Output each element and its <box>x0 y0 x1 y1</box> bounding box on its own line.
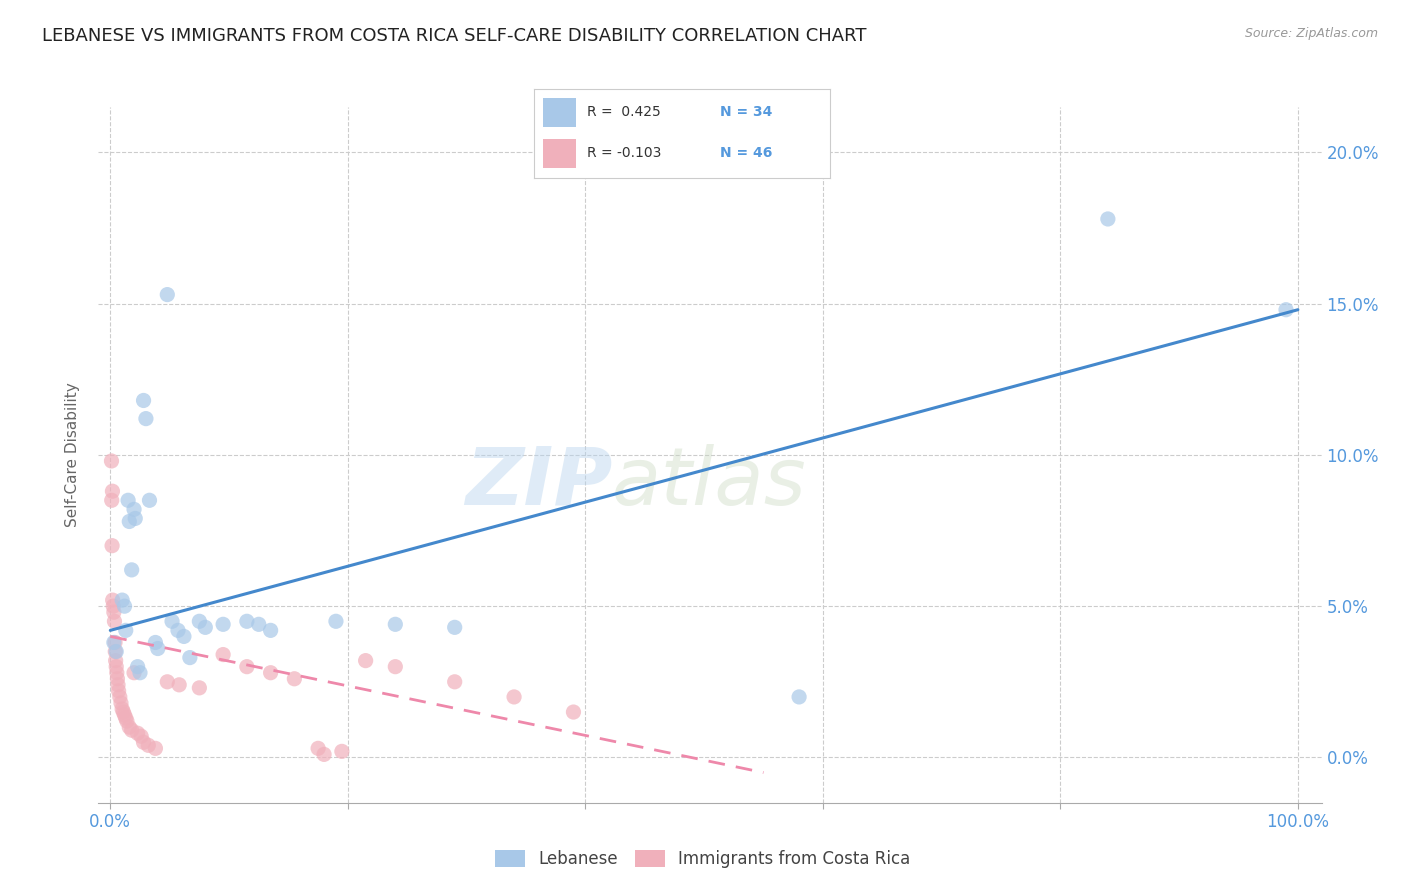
Point <box>101 484 124 499</box>
Point <box>330 744 353 758</box>
Point <box>236 659 259 673</box>
Point <box>160 615 183 629</box>
Point <box>236 615 259 629</box>
Text: atlas: atlas <box>612 443 807 522</box>
Point <box>443 620 465 634</box>
Point <box>100 454 122 468</box>
Point <box>384 659 406 673</box>
Point <box>101 539 124 553</box>
Point <box>129 665 152 680</box>
Point <box>104 644 127 658</box>
Point <box>124 511 146 525</box>
Point <box>1097 211 1119 226</box>
Point <box>103 615 125 629</box>
Point <box>156 674 179 689</box>
Point <box>101 593 124 607</box>
Point <box>354 654 377 668</box>
Point <box>108 690 131 704</box>
Point <box>787 690 810 704</box>
Point <box>112 705 135 719</box>
Point <box>562 705 585 719</box>
Point <box>503 690 526 704</box>
Bar <box>543 139 575 168</box>
Text: N = 46: N = 46 <box>720 146 773 161</box>
Point <box>104 654 127 668</box>
Point <box>105 665 128 680</box>
Point <box>179 650 201 665</box>
Point <box>114 708 136 723</box>
Point <box>188 681 211 695</box>
Point <box>156 287 179 301</box>
Point <box>384 617 406 632</box>
Point <box>114 599 136 614</box>
Point <box>443 674 465 689</box>
Point <box>118 515 141 529</box>
Point <box>173 629 195 643</box>
Point <box>145 741 167 756</box>
Point <box>212 617 235 632</box>
Text: ZIP: ZIP <box>465 443 612 522</box>
Point <box>110 696 132 710</box>
Point <box>312 747 335 762</box>
Point <box>259 665 281 680</box>
Point <box>107 684 129 698</box>
Point <box>136 739 159 753</box>
Point <box>103 635 125 649</box>
Text: N = 34: N = 34 <box>720 105 773 120</box>
Point <box>107 678 129 692</box>
Point <box>114 624 136 638</box>
Text: LEBANESE VS IMMIGRANTS FROM COSTA RICA SELF-CARE DISABILITY CORRELATION CHART: LEBANESE VS IMMIGRANTS FROM COSTA RICA S… <box>42 27 866 45</box>
Point <box>212 648 235 662</box>
Point <box>100 493 122 508</box>
Point <box>115 714 138 728</box>
Point <box>121 723 143 738</box>
Point <box>118 720 141 734</box>
Point <box>114 711 136 725</box>
Point <box>145 635 167 649</box>
Point <box>122 502 145 516</box>
Point <box>1275 302 1298 317</box>
Point <box>117 493 139 508</box>
Text: R =  0.425: R = 0.425 <box>588 105 661 120</box>
Point <box>283 672 305 686</box>
Point <box>121 563 143 577</box>
Point <box>146 641 169 656</box>
Point <box>105 644 128 658</box>
Legend: Lebanese, Immigrants from Costa Rica: Lebanese, Immigrants from Costa Rica <box>489 843 917 875</box>
Bar <box>543 98 575 127</box>
Point <box>247 617 270 632</box>
Point <box>103 605 125 619</box>
Point <box>135 411 157 425</box>
Text: Source: ZipAtlas.com: Source: ZipAtlas.com <box>1244 27 1378 40</box>
Point <box>132 735 155 749</box>
Point <box>104 635 127 649</box>
Point <box>138 493 160 508</box>
Point <box>107 672 129 686</box>
Point <box>111 702 134 716</box>
Point <box>127 726 149 740</box>
Point <box>259 624 281 638</box>
Point <box>194 620 217 634</box>
Text: R = -0.103: R = -0.103 <box>588 146 662 161</box>
Y-axis label: Self-Care Disability: Self-Care Disability <box>65 383 80 527</box>
Point <box>167 624 190 638</box>
Point <box>111 593 134 607</box>
Point <box>129 729 152 743</box>
Point <box>103 599 125 614</box>
Point <box>188 615 211 629</box>
Point <box>105 659 128 673</box>
Point <box>325 615 347 629</box>
Point <box>132 393 155 408</box>
Point <box>122 665 145 680</box>
Point <box>127 659 149 673</box>
Point <box>307 741 329 756</box>
Point <box>167 678 190 692</box>
